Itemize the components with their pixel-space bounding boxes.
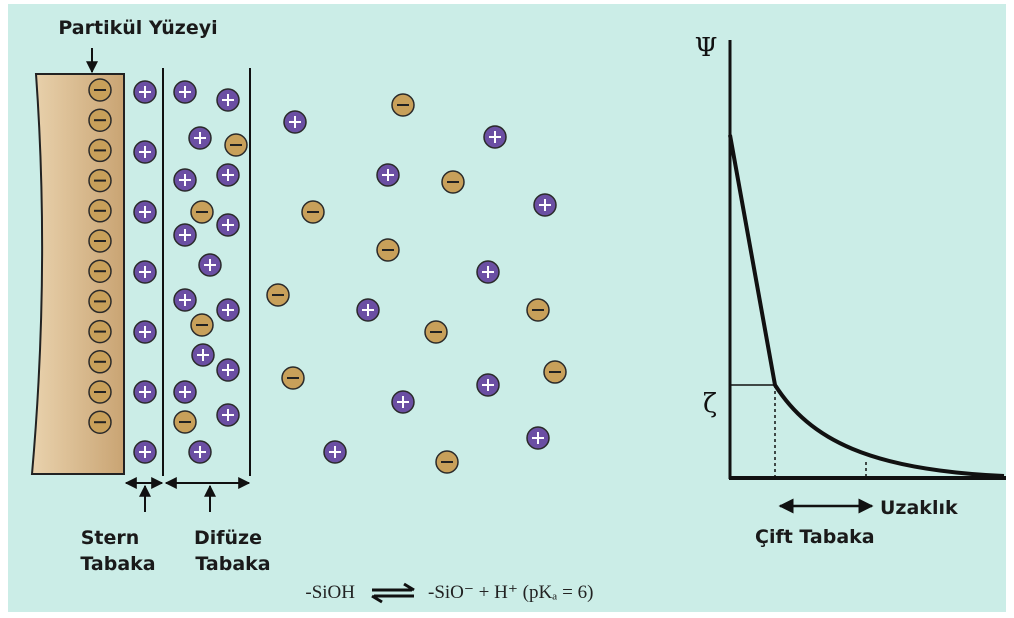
background bbox=[8, 4, 1006, 612]
equation-right: -SiO⁻ + H⁺ (pKₐ = 6) bbox=[428, 582, 593, 603]
equilibrium-arrow bbox=[371, 582, 415, 604]
layer-lines bbox=[162, 68, 251, 476]
diffuse-label: Difüze bbox=[194, 527, 262, 549]
double-layer-label: Çift Tabaka bbox=[755, 526, 875, 548]
diffuse-label: Tabaka bbox=[195, 553, 270, 575]
ions bbox=[88, 78, 567, 474]
equation-left: -SiOH bbox=[305, 582, 355, 603]
surface-label: Partikül Yüzeyi bbox=[58, 17, 217, 39]
psi-label: Ψ bbox=[695, 33, 718, 63]
distance-label: Uzaklık bbox=[880, 497, 958, 519]
layer-arrows bbox=[86, 48, 251, 512]
stern-label: Stern bbox=[81, 527, 140, 549]
stern-label: Tabaka bbox=[80, 553, 155, 575]
zeta-label: ζ bbox=[703, 389, 717, 419]
potential-graph bbox=[728, 40, 1006, 514]
